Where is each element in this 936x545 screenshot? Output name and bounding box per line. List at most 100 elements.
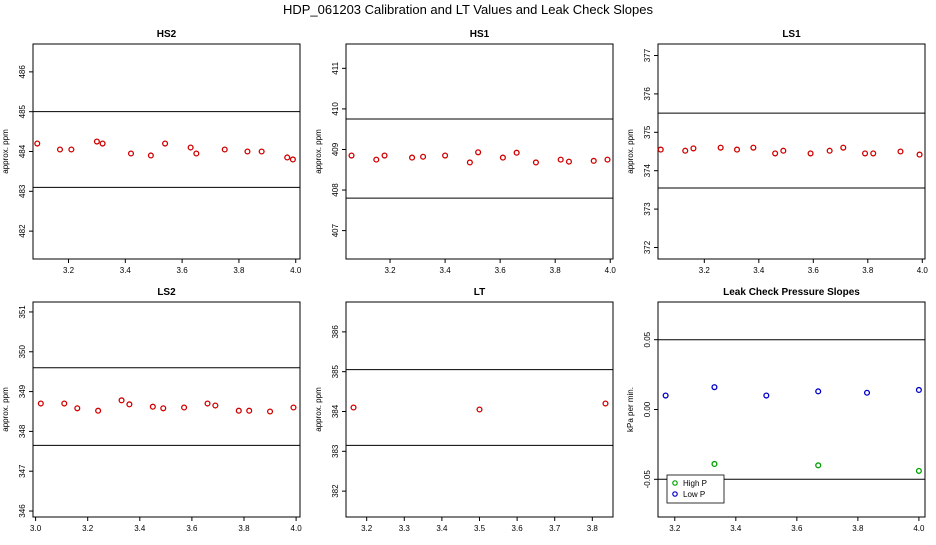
x-tick-label: 3.8	[238, 524, 250, 533]
y-tick-label: 382	[331, 484, 340, 498]
data-point	[74, 405, 81, 412]
panel-1: HS2 approx. ppm 3.2 3.4 3.6 3.8 4.0 482 483 484 48…	[1, 29, 302, 275]
data-point	[258, 148, 265, 155]
y-tick-label: 351	[18, 305, 27, 319]
y-tick-label: 385	[331, 364, 340, 378]
data-point	[815, 462, 822, 469]
data-point	[193, 150, 200, 157]
y-tick-label: 346	[18, 504, 27, 518]
x-tick-label: 3.4	[134, 524, 146, 533]
data-point	[897, 148, 904, 155]
x-tick-label: 3.4	[730, 524, 742, 533]
y-tick-label: 384	[331, 404, 340, 418]
data-point	[717, 144, 724, 151]
x-tick-label: 4.0	[917, 266, 929, 275]
panel-title: LT	[474, 287, 485, 298]
x-tick-label: 3.2	[63, 266, 75, 275]
data-point	[162, 140, 169, 147]
y-tick-label: 0.00	[643, 401, 652, 417]
data-point	[750, 144, 757, 151]
x-tick-label: 3.2	[699, 266, 711, 275]
data-point	[662, 392, 669, 399]
data-point	[602, 400, 609, 407]
y-tick-label: 374	[643, 163, 652, 177]
data-point	[476, 406, 483, 413]
x-tick-label: 3.6	[512, 524, 524, 533]
legend-marker	[672, 480, 678, 486]
y-tick-label: 483	[18, 184, 27, 198]
panel-title: HS2	[157, 29, 177, 40]
y-tick-label: 377	[643, 48, 652, 62]
y-tick-label: -0.05	[643, 470, 652, 489]
data-point	[235, 407, 242, 414]
y-axis-label: approx. ppm	[626, 129, 635, 174]
legend-label: High P	[683, 479, 707, 488]
plot-frame	[657, 43, 926, 260]
plot-frame	[32, 301, 301, 518]
x-tick-label: 3.4	[120, 266, 132, 275]
x-tick-label: 3.6	[495, 266, 507, 275]
x-tick-label: 3.2	[669, 524, 681, 533]
x-tick-label: 4.0	[605, 266, 617, 275]
data-point	[204, 400, 211, 407]
x-tick-label: 3.0	[30, 524, 42, 533]
data-point	[466, 159, 473, 166]
data-point	[289, 156, 296, 163]
data-point	[212, 402, 219, 409]
y-tick-label: 486	[18, 65, 27, 79]
data-point	[160, 405, 167, 412]
data-point	[68, 146, 75, 153]
data-point	[862, 150, 869, 157]
y-tick-label: 407	[331, 223, 340, 237]
data-point	[657, 146, 664, 153]
data-point	[126, 401, 133, 408]
data-point	[807, 150, 814, 157]
data-point	[916, 151, 923, 158]
figure-title: HDP_061203 Calibration and LT Values and…	[283, 2, 654, 17]
x-tick-label: 3.7	[549, 524, 561, 533]
data-point	[565, 158, 573, 165]
data-point	[284, 154, 291, 161]
data-point	[99, 140, 106, 147]
y-tick-label: 484	[18, 144, 27, 158]
y-axis-label: kPa per min.	[626, 387, 635, 432]
data-point	[149, 403, 156, 410]
panel-6: Leak Check Pressure Slopes kPa per min. 3.…	[626, 287, 926, 533]
data-point	[244, 148, 251, 155]
y-tick-label: 485	[18, 104, 27, 118]
y-tick-label: 411	[331, 61, 340, 74]
data-point	[420, 153, 427, 160]
data-point	[290, 404, 297, 411]
data-point	[772, 150, 779, 157]
y-tick-label: 410	[331, 102, 340, 116]
legend-marker	[672, 491, 678, 497]
data-point	[442, 152, 449, 159]
data-point	[682, 147, 689, 154]
data-point	[815, 388, 822, 395]
y-tick-label: 482	[18, 224, 27, 238]
y-tick-label: 349	[18, 384, 27, 398]
data-point	[826, 147, 833, 154]
x-tick-label: 3.6	[791, 524, 803, 533]
x-tick-label: 3.4	[436, 524, 448, 533]
panel-2: HS1 approx. ppm 3.2 3.4 3.6 3.8 4.0 407 408 409 41…	[314, 29, 616, 275]
y-tick-label: 408	[331, 183, 340, 197]
panel-3: LS1 approx. ppm 3.2 3.4 3.6 3.8 4.0 372 373 374 37…	[626, 29, 928, 275]
panel-4: LS2 approx. ppm 3.0 3.2 3.4 3.6 3.8 4.0 346 347 34…	[1, 287, 302, 533]
data-point	[266, 408, 274, 415]
data-point	[381, 152, 388, 159]
data-point	[246, 407, 253, 414]
data-point	[350, 404, 357, 411]
data-point	[870, 150, 877, 157]
x-tick-label: 3.6	[177, 266, 189, 275]
data-point	[373, 156, 380, 163]
y-tick-label: 347	[18, 464, 27, 478]
data-point	[711, 460, 718, 467]
x-tick-label: 3.6	[186, 524, 198, 533]
data-point	[513, 149, 520, 156]
x-tick-label: 3.8	[233, 266, 245, 275]
x-tick-label: 4.0	[913, 524, 925, 533]
data-point	[61, 400, 68, 407]
x-tick-label: 3.3	[399, 524, 411, 533]
